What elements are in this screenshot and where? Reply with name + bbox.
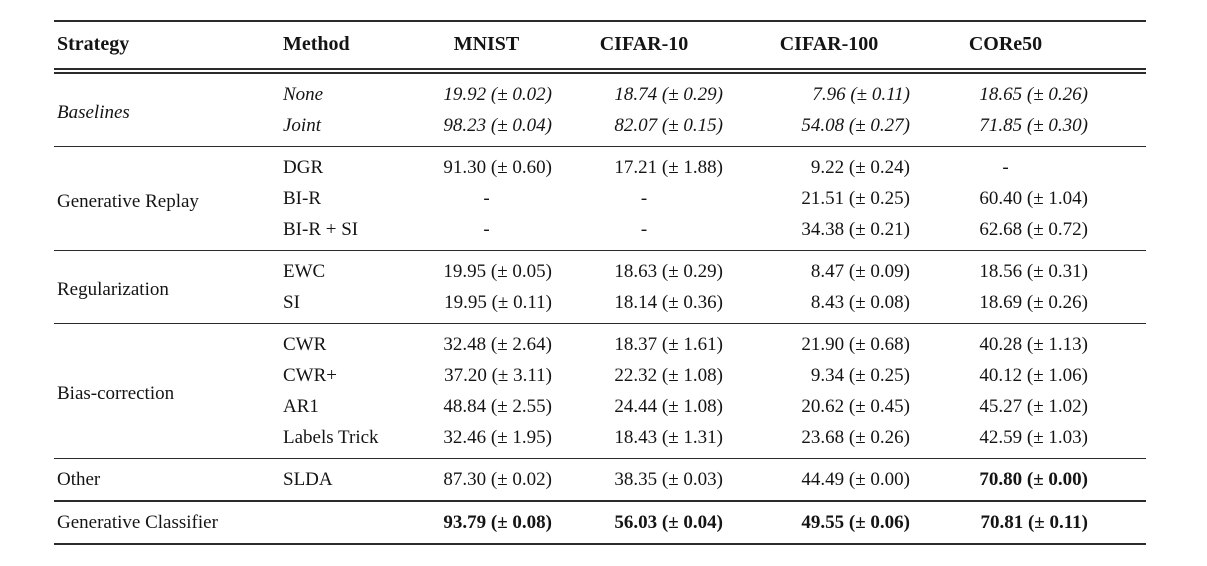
method-cell: EWC: [283, 261, 326, 282]
strategy-cell-bias-correction: Bias-correction: [57, 383, 175, 404]
value-cell-missing: -: [1002, 157, 1009, 178]
method-cell: BI-R + SI: [283, 219, 359, 240]
value-cell: 18.63 (± 0.29): [614, 261, 723, 282]
table-row-ar1: AR1 48.84 (± 2.55) 24.44 (± 1.08) 20.62 …: [54, 391, 1146, 422]
table-row-bir: BI-R - - 21.51 (± 0.25) 60.40 (± 1.04): [54, 183, 1146, 214]
table-row-cwr-plus: CWR+ 37.20 (± 3.11) 22.32 (± 1.08) 9.34 …: [54, 360, 1146, 391]
method-cell: CWR: [283, 334, 327, 355]
value-cell: 9.22 (± 0.24): [810, 157, 910, 178]
value-cell: 7.96 (± 0.11): [812, 84, 910, 105]
value-cell: 18.65 (± 0.26): [979, 84, 1088, 105]
strategy-cell-regularization: Regularization: [57, 279, 169, 300]
table-row-generative-classifier: Generative Classifier 93.79 (± 0.08) 56.…: [54, 501, 1146, 544]
value-cell: 54.08 (± 0.27): [801, 115, 910, 136]
table-row-none: Baselines None 19.92 (± 0.02) 18.74 (± 0…: [54, 71, 1146, 123]
strategy-cell-generative-replay: Generative Replay: [57, 190, 199, 212]
method-cell: CWR+: [283, 365, 337, 386]
method-cell: SLDA: [283, 469, 333, 490]
value-cell: 21.90 (± 0.68): [801, 334, 910, 355]
paper-page: Strategy Method MNIST CIFAR-10 CIFAR-100…: [0, 20, 1207, 566]
column-header-mnist: MNIST: [420, 20, 564, 74]
value-cell: 18.37 (± 1.61): [614, 334, 723, 355]
value-cell: 18.43 (± 1.31): [614, 427, 723, 448]
header-row: Strategy Method MNIST CIFAR-10 CIFAR-100…: [54, 20, 1146, 74]
value-cell-best: 93.79 (± 0.08): [443, 512, 552, 533]
value-cell-best: 49.55 (± 0.06): [801, 512, 910, 533]
value-cell: 21.51 (± 0.25): [801, 188, 910, 209]
method-cell: AR1: [283, 396, 319, 417]
group-other: Other SLDA 87.30 (± 0.02) 38.35 (± 0.03)…: [54, 458, 1146, 502]
value-cell: 19.95 (± 0.11): [444, 292, 552, 313]
value-cell: 34.38 (± 0.21): [801, 219, 910, 240]
column-header-method: Method: [283, 20, 420, 74]
value-cell-missing: -: [640, 219, 648, 240]
value-cell: 9.34 (± 0.25): [810, 365, 910, 386]
table-row-cwr: Bias-correction CWR 32.48 (± 2.64) 18.37…: [54, 324, 1146, 404]
value-cell-missing: -: [483, 219, 490, 240]
value-cell: 37.20 (± 3.11): [444, 365, 552, 386]
value-cell: 18.14 (± 0.36): [614, 292, 723, 313]
value-cell: 18.74 (± 0.29): [614, 84, 723, 105]
table-row-labels-trick: Labels Trick 32.46 (± 1.95) 18.43 (± 1.3…: [54, 422, 1146, 459]
table-row-ewc: Regularization EWC 19.95 (± 0.05) 18.63 …: [54, 251, 1146, 300]
table-row-si: SI 19.95 (± 0.11) 18.14 (± 0.36) 8.43 (±…: [54, 287, 1146, 324]
method-cell: DGR: [283, 157, 324, 178]
group-generative-replay: Generative Replay DGR 91.30 (± 0.60) 17.…: [54, 146, 1146, 251]
column-header-cifar10: CIFAR-10: [564, 20, 747, 74]
value-cell: 32.46 (± 1.95): [443, 427, 552, 448]
value-cell: 24.44 (± 1.08): [614, 396, 723, 417]
method-cell: BI-R: [283, 188, 321, 209]
value-cell: 48.84 (± 2.55): [443, 396, 552, 417]
value-cell: 38.35 (± 0.03): [614, 469, 723, 490]
value-cell-best: 56.03 (± 0.04): [614, 512, 723, 533]
group-bias-correction: Bias-correction CWR 32.48 (± 2.64) 18.37…: [54, 323, 1146, 459]
group-baselines: Baselines None 19.92 (± 0.02) 18.74 (± 0…: [54, 71, 1146, 147]
value-cell: 82.07 (± 0.15): [614, 115, 723, 136]
value-cell: 40.12 (± 1.06): [979, 365, 1088, 386]
value-cell: 45.27 (± 1.02): [979, 396, 1088, 417]
value-cell: 32.48 (± 2.64): [443, 334, 552, 355]
value-cell-best: 70.80 (± 0.00): [979, 469, 1088, 490]
value-cell: 62.68 (± 0.72): [979, 219, 1088, 240]
table-row-joint: Joint 98.23 (± 0.04) 82.07 (± 0.15) 54.0…: [54, 110, 1146, 147]
group-generative-classifier: Generative Classifier 93.79 (± 0.08) 56.…: [54, 501, 1146, 544]
value-cell-missing: -: [640, 188, 648, 209]
group-regularization: Regularization EWC 19.95 (± 0.05) 18.63 …: [54, 250, 1146, 324]
column-header-core50: CORe50: [922, 20, 1146, 74]
method-cell: None: [283, 84, 324, 105]
table-row-bir-si: BI-R + SI - - 34.38 (± 0.21) 62.68 (± 0.…: [54, 214, 1146, 251]
table-row-slda: Other SLDA 87.30 (± 0.02) 38.35 (± 0.03)…: [54, 459, 1146, 502]
value-cell-best: 70.81 (± 0.11): [980, 512, 1088, 533]
value-cell: 40.28 (± 1.13): [979, 334, 1088, 355]
value-cell: 20.62 (± 0.45): [801, 396, 910, 417]
value-cell: 71.85 (± 0.30): [979, 115, 1088, 136]
value-cell: 8.47 (± 0.09): [810, 261, 910, 282]
value-cell: 8.43 (± 0.08): [810, 292, 910, 313]
value-cell: 18.56 (± 0.31): [979, 261, 1088, 282]
column-header-cifar100: CIFAR-100: [747, 20, 922, 74]
value-cell: 18.69 (± 0.26): [979, 292, 1088, 313]
value-cell: 44.49 (± 0.00): [801, 469, 910, 490]
value-cell: 87.30 (± 0.02): [443, 469, 552, 490]
method-cell: SI: [283, 292, 300, 313]
strategy-cell-generative-classifier: Generative Classifier: [57, 512, 218, 533]
value-cell: 19.92 (± 0.02): [443, 84, 552, 105]
strategy-cell-baselines: Baselines: [57, 102, 130, 123]
value-cell: 23.68 (± 0.26): [801, 427, 910, 448]
method-cell: Joint: [283, 115, 321, 136]
strategy-cell-other: Other: [57, 469, 101, 490]
value-cell: 22.32 (± 1.08): [614, 365, 723, 386]
value-cell: 91.30 (± 0.60): [443, 157, 552, 178]
value-cell-missing: -: [483, 188, 490, 209]
value-cell: 98.23 (± 0.04): [443, 115, 552, 136]
value-cell: 42.59 (± 1.03): [979, 427, 1088, 448]
value-cell: 60.40 (± 1.04): [979, 188, 1088, 209]
value-cell: 17.21 (± 1.88): [614, 157, 723, 178]
column-header-strategy: Strategy: [54, 20, 283, 74]
results-table: Strategy Method MNIST CIFAR-10 CIFAR-100…: [54, 20, 1146, 545]
value-cell: 19.95 (± 0.05): [443, 261, 552, 282]
method-cell: Labels Trick: [283, 427, 379, 448]
table-row-dgr: Generative Replay DGR 91.30 (± 0.60) 17.…: [54, 147, 1146, 212]
